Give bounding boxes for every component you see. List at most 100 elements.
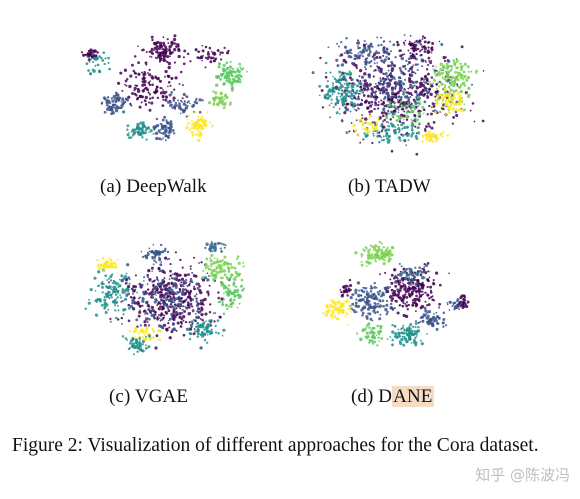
scatter-point [400,108,403,111]
scatter-point [227,49,230,53]
scatter-point [216,241,220,245]
scatter-point [361,128,364,131]
scatter-point [414,320,417,323]
scatter-point [321,106,325,109]
scatter-point [224,303,229,307]
scatter-point [132,69,136,73]
scatter-point [401,304,405,308]
scatter-point [359,85,363,89]
scatter-point [365,326,368,329]
scatter-point [177,45,180,48]
scatter-point [365,129,369,133]
scatter-point [223,101,227,105]
scatter-point [377,302,380,305]
scatter-point [100,282,103,285]
scatter-point [345,299,349,303]
scatter-point [203,332,206,335]
scatter-point [399,121,402,124]
scatter-point [141,136,144,139]
scatter-point [169,263,172,266]
scatter-point [416,329,421,333]
scatter-point [415,310,417,313]
scatter-point [337,99,340,102]
scatter-point [385,51,389,55]
scatter-point [152,243,155,246]
scatter-point [148,280,151,282]
scatter-point [167,322,170,325]
scatter-point [128,329,131,333]
scatter-point [156,291,160,294]
scatter-point [116,291,120,294]
scatter-point [360,263,364,267]
scatter-point [116,296,119,299]
scatter-point [333,314,336,318]
scatter-point [107,308,110,311]
scatter-point [450,88,453,91]
scatter-point [145,301,149,305]
scatter-point [418,102,422,106]
scatter-point [378,89,381,92]
scatter-point [192,126,195,130]
scatter-point [394,299,397,302]
scatter-point [117,81,121,85]
scatter-point [220,242,223,245]
scatter-point [158,46,162,50]
scatter-point [186,104,189,108]
scatter-point [236,291,240,294]
scatter-point [124,297,128,301]
scatter-point [141,83,145,87]
scatter-point [411,71,414,74]
scatter-point [368,341,371,344]
scatter-point [402,331,406,335]
scatter-point [438,94,441,97]
scatter-point [431,298,435,302]
scatter-point [164,247,167,250]
scatter-point [410,284,412,286]
scatter-point [147,81,151,85]
scatter-point [148,68,151,72]
scatter-point [369,244,372,247]
scatter-point [197,307,201,311]
scatter-point [198,110,202,114]
scatter-point [372,134,375,137]
scatter-point [109,320,112,323]
scatter-point [428,80,431,83]
subfigure-caption-tadw: (b) TADW [348,176,431,197]
scatter-point [117,97,121,100]
scatter-point [134,274,137,277]
scatter-point [205,329,210,333]
scatter-point [170,91,173,94]
scatter-point [450,75,454,79]
scatter-point [225,262,229,266]
scatter-point [124,277,129,282]
scatter-point [413,275,417,279]
scatter-point [87,58,91,62]
scatter-point [142,330,146,334]
scatter-point [407,278,411,281]
scatter-point [169,269,172,273]
scatter-point [401,53,404,57]
scatter-point [325,85,328,88]
scatter-point [162,304,166,307]
scatter-point [159,298,163,302]
scatter-point [132,330,136,334]
scatter-point [407,77,412,81]
scatter-point [439,62,443,66]
scatter-point [218,265,222,269]
scatter-point [410,134,413,138]
scatter-point [332,84,334,87]
scatter-point [408,42,411,46]
scatter-point [414,321,418,326]
scatter-point [420,293,423,296]
scatter-point [421,35,425,38]
scatter-point [371,342,375,345]
scatter-point [104,310,108,314]
scatter-point [437,322,440,325]
scatter-point [352,91,356,94]
scatter-point [460,68,463,72]
scatter-point [199,346,203,350]
scatter-point [347,82,350,85]
scatter-point [149,80,151,83]
scatter-point [136,302,140,306]
scatter-point [109,317,112,321]
